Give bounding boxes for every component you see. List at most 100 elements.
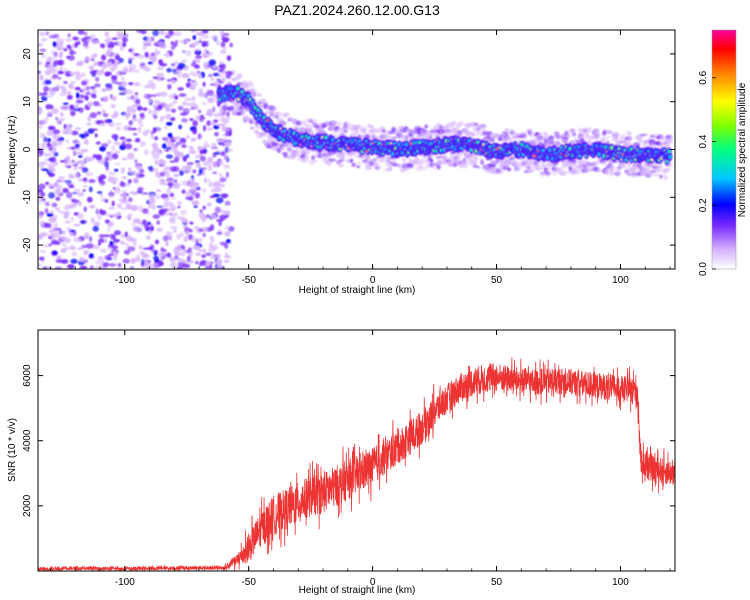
spectrogram-halo-blob bbox=[511, 130, 517, 135]
spectrogram-noise-blob bbox=[108, 171, 116, 176]
spectrogram-noise-blob bbox=[121, 41, 127, 48]
spectrogram-noise-blob bbox=[102, 113, 109, 118]
spectrogram-noise-blob bbox=[53, 60, 61, 66]
spectrogram-noise-blob bbox=[210, 239, 215, 243]
spectrogram-noise-blob bbox=[143, 84, 152, 89]
spectrogram-noise-blob bbox=[74, 103, 79, 110]
spectrogram-noise-blob bbox=[59, 160, 66, 163]
spectrogram-noise-blob bbox=[156, 128, 161, 132]
spectrogram-noise-blob bbox=[94, 40, 101, 44]
spectrogram-halo-blob bbox=[642, 142, 647, 147]
spectrogram-noise-blob bbox=[44, 79, 52, 85]
spectrogram-noise-blob bbox=[171, 108, 176, 113]
spectrogram-noise-blob bbox=[101, 175, 107, 179]
spectrogram-noise-blob bbox=[128, 191, 136, 195]
spectrogram-noise-blob bbox=[156, 205, 164, 209]
spectrogram-noise-blob bbox=[154, 172, 159, 176]
spectrogram-noise-blob bbox=[87, 101, 93, 108]
spectrogram-halo-blob bbox=[228, 105, 235, 110]
spectrogram-noise-blob bbox=[193, 48, 202, 52]
spectrogram-halo-blob bbox=[222, 78, 227, 81]
spectrogram-halo-blob bbox=[371, 158, 378, 161]
spectrogram-noise-blob bbox=[97, 256, 104, 260]
spectrogram-noise-blob bbox=[50, 184, 59, 188]
spectrogram-noise-blob bbox=[152, 214, 160, 219]
spectrogram-noise-blob bbox=[171, 79, 176, 84]
spectrogram-noise-blob bbox=[173, 173, 180, 178]
spectrogram-halo-blob bbox=[336, 121, 342, 127]
spectrogram-noise-blob bbox=[148, 202, 154, 209]
spectrogram-noise-blob bbox=[114, 54, 121, 61]
spectrogram-noise-blob bbox=[170, 225, 178, 230]
spectrogram-noise-blob bbox=[185, 196, 193, 201]
spectrogram-noise-blob bbox=[130, 205, 138, 211]
spectrogram-noise-blob bbox=[132, 69, 140, 73]
spectrogram-noise-blob bbox=[83, 140, 89, 145]
spectrogram-noise-blob bbox=[98, 176, 104, 183]
spectrogram-noise-blob bbox=[224, 226, 231, 230]
spectrogram-noise-blob bbox=[159, 77, 166, 80]
spectrogram-halo-blob bbox=[343, 129, 349, 134]
spectrogram-halo-blob bbox=[626, 172, 634, 176]
spectrogram-noise-blob bbox=[75, 150, 79, 155]
spectrogram-halo-blob bbox=[471, 160, 478, 165]
spectrogram-noise-blob bbox=[120, 167, 126, 174]
spectrogram-noise-blob bbox=[154, 159, 159, 165]
spectrogram-noise-blob bbox=[179, 251, 186, 257]
spectrogram-noise-blob bbox=[113, 255, 118, 261]
spectrogram-noise-blob bbox=[201, 42, 209, 47]
spectrogram-noise-blob bbox=[124, 111, 130, 115]
spectrogram-noise-blob bbox=[120, 200, 129, 204]
spectrogram-noise-blob bbox=[198, 249, 203, 253]
spectrogram-noise-blob bbox=[101, 143, 109, 148]
spectrogram-noise-blob bbox=[191, 200, 200, 206]
spectrogram-halo-blob bbox=[308, 118, 314, 124]
spectrogram-noise-blob bbox=[209, 224, 215, 231]
spectrogram-noise-blob bbox=[86, 196, 93, 203]
spectrogram-noise-blob bbox=[164, 125, 168, 130]
spectrogram-noise-blob bbox=[127, 246, 136, 252]
spectrogram-noise-blob bbox=[116, 41, 122, 47]
spectrogram-noise-blob bbox=[148, 109, 152, 114]
spectrogram-noise-blob bbox=[104, 255, 111, 261]
spectrogram-noise-blob bbox=[218, 60, 224, 66]
spectrogram-noise-blob bbox=[203, 48, 209, 54]
spectrogram-noise-blob bbox=[152, 30, 160, 37]
spectrogram-noise-blob bbox=[137, 187, 144, 194]
spectrogram-noise-blob bbox=[227, 148, 234, 152]
spectrogram-noise-blob bbox=[110, 95, 117, 102]
spectrogram-noise-blob bbox=[96, 69, 104, 76]
spectrogram-halo-blob bbox=[429, 158, 434, 163]
spectrogram-noise-blob bbox=[182, 50, 186, 53]
spectrogram-noise-blob bbox=[38, 213, 42, 217]
spectrogram-noise-blob bbox=[59, 92, 67, 97]
spectrogram-noise-blob bbox=[64, 179, 72, 184]
spectrogram-noise-blob bbox=[55, 259, 64, 264]
spectrogram-noise-blob bbox=[71, 199, 80, 204]
spectrogram-noise-blob bbox=[106, 152, 110, 158]
spectrogram-noise-blob bbox=[75, 172, 79, 179]
spectrogram-noise-blob bbox=[78, 237, 83, 242]
spectrogram-noise-blob bbox=[160, 247, 164, 252]
spectrogram-noise-blob bbox=[80, 80, 88, 86]
spectrogram-noise-blob bbox=[93, 83, 101, 88]
spectrogram-noise-blob bbox=[99, 146, 106, 152]
spectrogram-noise-blob bbox=[158, 210, 165, 216]
spectrogram-noise-blob bbox=[73, 163, 78, 167]
spectrogram-noise-blob bbox=[40, 250, 47, 253]
spectrogram-halo-blob bbox=[543, 132, 549, 138]
spectrogram-halo-blob bbox=[306, 150, 310, 155]
spectrogram-noise-blob bbox=[129, 265, 135, 269]
spectrogram-noise-blob bbox=[43, 86, 50, 93]
spectrogram-noise-blob bbox=[49, 156, 57, 163]
spectrogram-noise-blob bbox=[82, 86, 87, 92]
spectrogram-noise-blob bbox=[111, 37, 118, 41]
spectrogram-noise-blob bbox=[145, 40, 152, 47]
spectrogram-noise-blob bbox=[162, 197, 171, 201]
spectrogram-noise-blob bbox=[219, 177, 227, 182]
spectrogram-noise-blob bbox=[187, 170, 192, 174]
spectrogram-noise-blob bbox=[42, 266, 47, 269]
spectrogram-noise-blob bbox=[43, 94, 48, 98]
spectrogram-noise-blob bbox=[158, 59, 164, 65]
spectrogram-noise-blob bbox=[218, 173, 223, 178]
